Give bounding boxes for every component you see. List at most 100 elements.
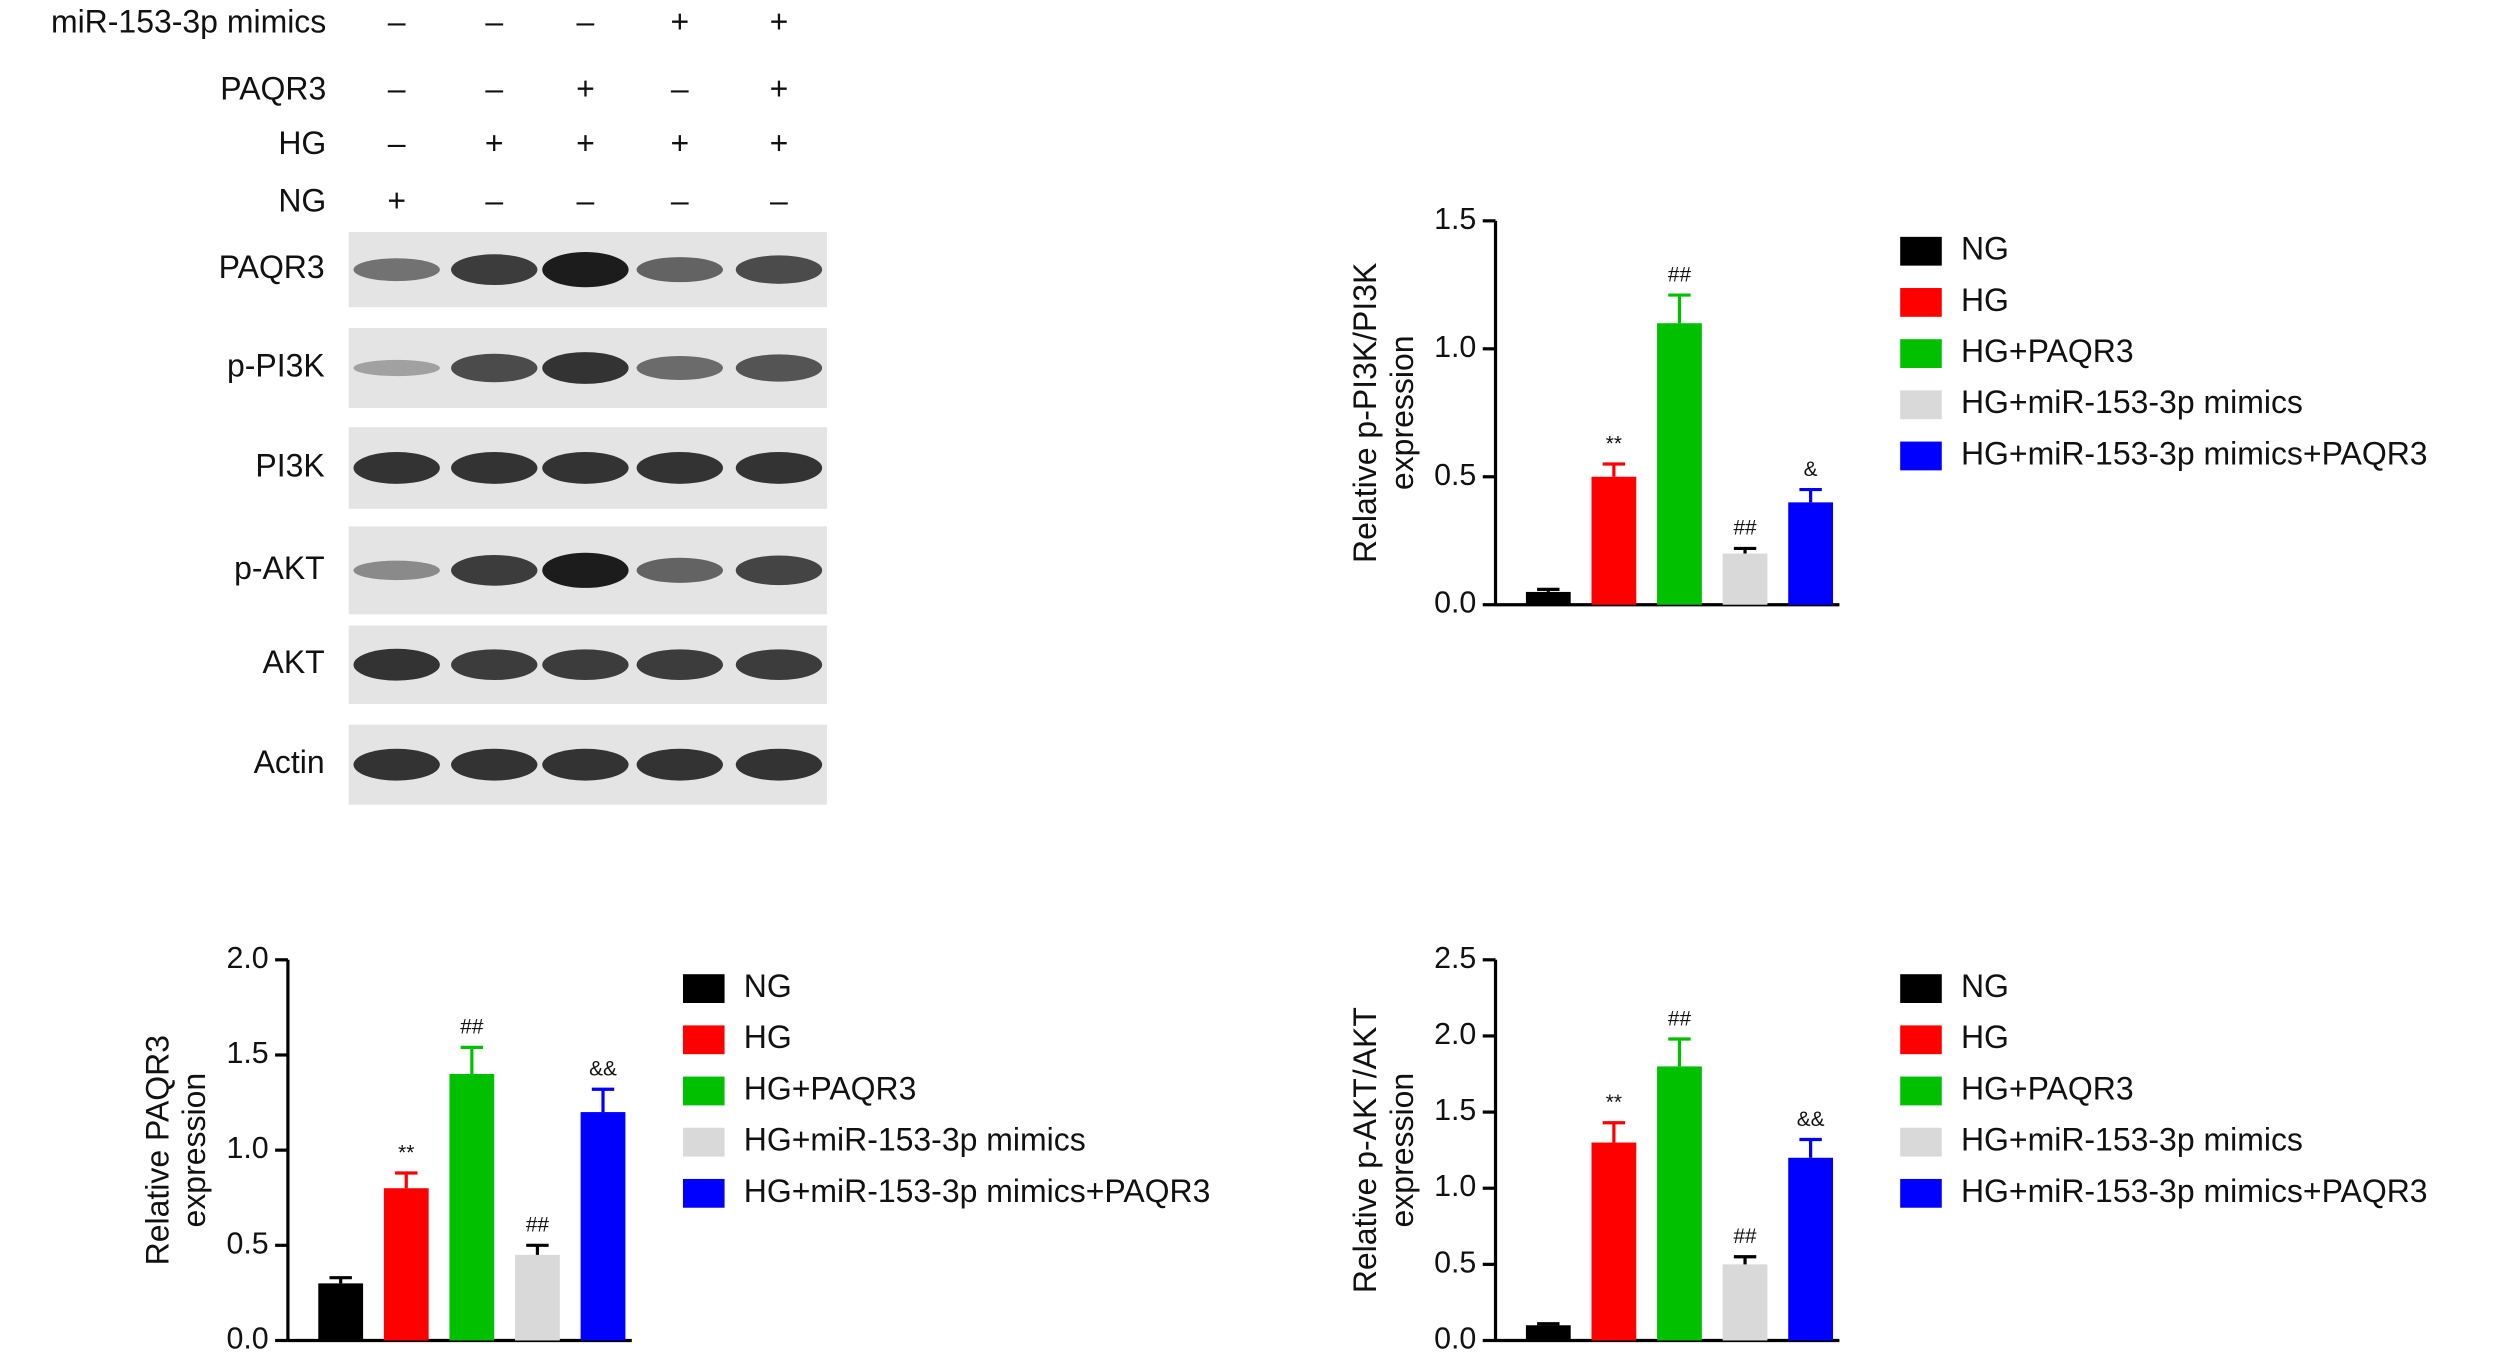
blot-band (735, 255, 823, 284)
blot-band (636, 748, 723, 781)
blot-band (735, 748, 823, 781)
legend-swatch (1900, 1127, 1942, 1157)
blot-band (451, 748, 538, 781)
treatment-sign: + (670, 125, 689, 161)
treatment-label: HG (278, 125, 326, 161)
blot-band (542, 748, 629, 781)
legend-swatch (1900, 1076, 1942, 1106)
treatment-sign: – (388, 71, 406, 107)
y-tick-label: 1.0 (1434, 330, 1476, 364)
blot-band (451, 554, 538, 586)
legend-swatch (1900, 1178, 1942, 1208)
significance-label: ** (1606, 1091, 1622, 1114)
legend-label: HG+miR-153-3p mimics+PAQR3 (1961, 1173, 2428, 1209)
error-bar (329, 1276, 352, 1284)
blot-band (542, 452, 629, 484)
y-tick-label: 1.5 (226, 1036, 268, 1070)
blot-band (542, 252, 629, 288)
significance-label: && (1797, 1108, 1825, 1131)
blot-band (735, 555, 823, 586)
y-axis-label: Relative p-AKT/AKT (1347, 1007, 1383, 1293)
y-tick-label: 1.5 (1434, 1093, 1476, 1127)
y-tick-label: 1.0 (1434, 1169, 1476, 1203)
bar (1722, 1264, 1768, 1341)
legend-swatch (1900, 339, 1942, 368)
significance-label: ** (1606, 432, 1622, 455)
legend-swatch (1900, 1025, 1942, 1055)
legend-swatch (682, 1025, 725, 1055)
blot-band (353, 452, 440, 484)
error-bar (1668, 1037, 1691, 1067)
legend-label: HG+PAQR3 (1961, 333, 2134, 369)
error-bar (1668, 293, 1691, 324)
blot-band (542, 649, 629, 681)
legend-swatch (682, 1076, 725, 1106)
y-tick-label: 2.5 (1434, 941, 1476, 975)
legend-swatch (1900, 288, 1942, 317)
blot-band (636, 557, 723, 583)
error-bar (1799, 1137, 1822, 1158)
band-label: p-PI3K (227, 347, 325, 383)
y-tick-label: 0.0 (226, 1322, 268, 1356)
error-bar (1602, 462, 1626, 477)
blot-band (735, 354, 823, 382)
error-bar (460, 1045, 484, 1075)
treatment-label: PAQR3 (220, 71, 326, 107)
treatment-sign: + (770, 4, 789, 40)
legend-label: HG+miR-153-3p mimics (744, 1122, 1086, 1158)
error-bar (1733, 1255, 1757, 1265)
significance-label: && (589, 1058, 617, 1081)
treatment-sign: + (670, 4, 689, 40)
bar (580, 1112, 626, 1341)
legend-label: HG+miR-153-3p mimics+PAQR3 (744, 1173, 1211, 1209)
legend-label: HG (1961, 282, 2009, 318)
blot-band (353, 560, 440, 581)
treatment-sign: – (577, 183, 595, 219)
bar (1525, 591, 1571, 605)
legend-swatch (682, 1127, 725, 1157)
y-axis-label: Relative p-PI3K/PI3K (1347, 263, 1383, 563)
blot-band (542, 552, 629, 588)
y-axis-label: expression (1384, 335, 1420, 490)
y-axis-label: expression (176, 1073, 212, 1228)
bar (1788, 502, 1834, 605)
blot-band (353, 748, 440, 781)
y-tick-label: 0.0 (1434, 586, 1476, 620)
treatment-sign: + (770, 125, 789, 161)
significance-label: ## (1733, 517, 1757, 540)
legend-swatch (1900, 390, 1942, 420)
legend-swatch (682, 974, 725, 1003)
error-bar (395, 1171, 418, 1189)
blot-band (636, 452, 723, 484)
blot-band (451, 254, 538, 285)
blot-band (451, 353, 538, 383)
legend-swatch (1900, 236, 1942, 266)
bar (449, 1074, 495, 1341)
error-bar (1602, 1121, 1626, 1143)
treatment-sign: – (671, 183, 689, 219)
blot-band (636, 649, 723, 681)
legend-swatch (1900, 441, 1942, 471)
blot-band (542, 352, 629, 384)
treatment-sign: – (485, 71, 503, 107)
significance-label: ** (398, 1141, 414, 1164)
band-label: AKT (263, 644, 325, 680)
blot-band (636, 356, 723, 380)
treatment-sign: + (770, 71, 789, 107)
blot-band (636, 257, 723, 283)
treatment-sign: + (576, 71, 595, 107)
y-tick-label: 2.0 (226, 941, 268, 975)
legend-swatch (682, 1178, 725, 1208)
treatment-sign: + (387, 183, 406, 219)
blot-band (451, 452, 538, 484)
band-label: Actin (254, 744, 325, 780)
y-tick-label: 1.5 (1434, 202, 1476, 236)
significance-label: ## (460, 1016, 484, 1039)
legend-label: HG (744, 1019, 792, 1055)
y-tick-label: 0.5 (226, 1226, 268, 1260)
legend-label: NG (1961, 968, 2009, 1004)
error-bar (526, 1243, 549, 1255)
bar (515, 1254, 560, 1341)
legend-swatch (1900, 974, 1942, 1003)
